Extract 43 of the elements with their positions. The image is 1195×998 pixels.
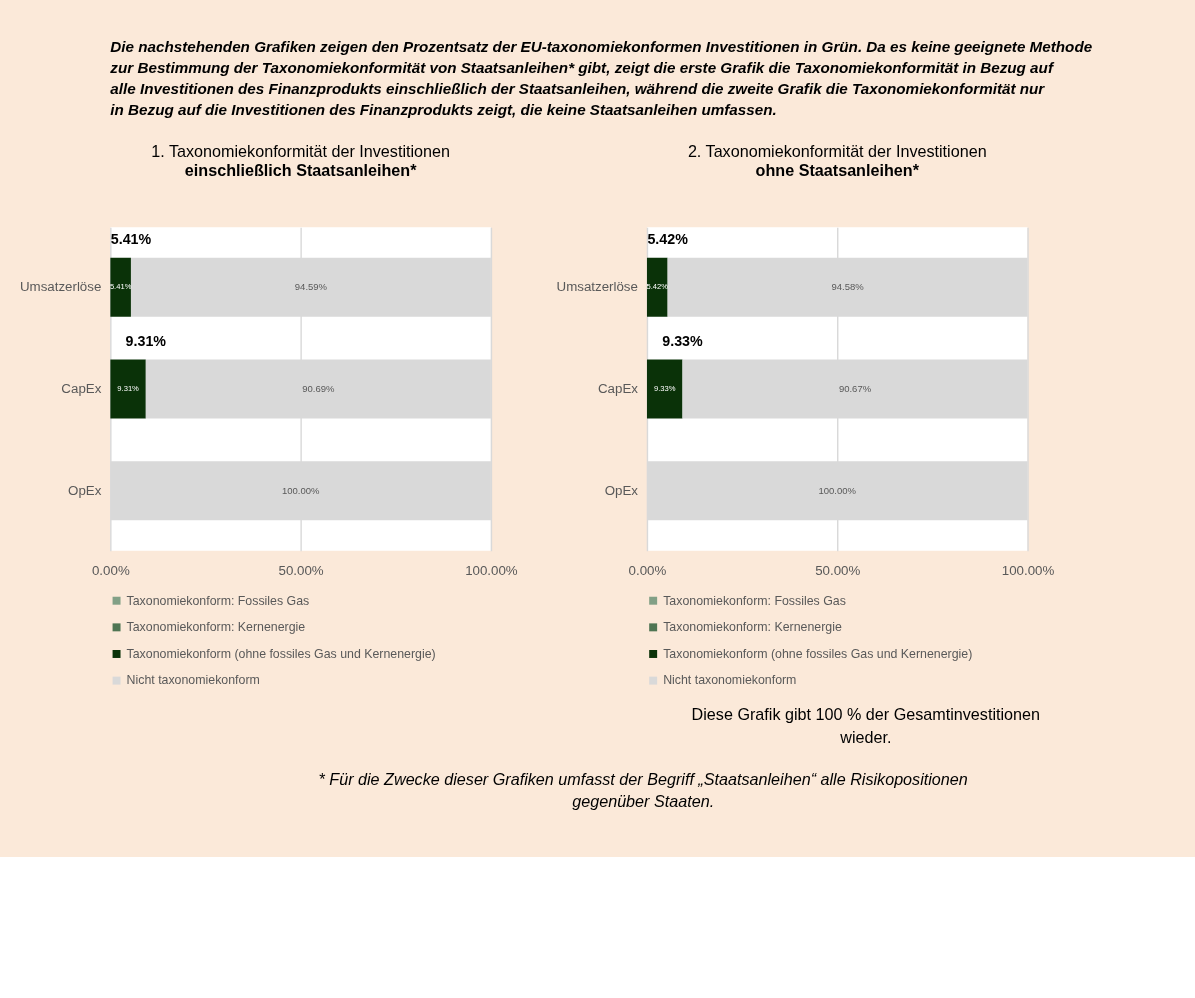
legend-label: Nicht taxonomiekonform	[126, 673, 260, 688]
y-tick-label: Umsatzerlöse	[19, 279, 102, 295]
x-tick-label: 100.00%	[1001, 563, 1055, 579]
bar	[646, 359, 683, 419]
chart-subtitle: ohne Staatsanleihen*	[755, 160, 920, 179]
x-tick-label: 50.00%	[815, 563, 861, 579]
chart-subtitle: einschließlich Staatsanleihen*	[184, 160, 418, 179]
data-label: 100.00%	[818, 484, 857, 496]
bar	[110, 359, 146, 419]
legend-label: Taxonomiekonform (ohne fossiles Gas und Kernenergie)	[126, 646, 436, 661]
legend-label: Taxonomiekonform: Fossiles Gas	[663, 593, 846, 608]
annotation: 5.42%	[647, 231, 689, 248]
annotation: 5.41%	[110, 231, 152, 248]
text: Die nachstehenden Grafiken zeigen den Prozentsatz der EU-taxonomiekonformen Investitionen in Grün. Da es keine geeignete Methode zur Bestimmung der Taxonomiekonformität von Staatsanleihen* gibt, zeigt die erste Grafik die Taxonomiekonformität in Bezug auf alle Investitionen des Finanzprodukts einschließlich der Staatsanleihen, während die zweite Grafik die Taxonomiekonformität nur in Bezug auf die Investitionen des Finanzprodukts zeigt, die keine Staatsanleihen umfassen.	[109, 38, 1093, 118]
text: Diese Grafik gibt 100 % der Gesamtinvestitionen wieder.	[691, 705, 1041, 746]
legend-label: Taxonomiekonform: Fossiles Gas	[126, 593, 310, 608]
legend-label: Taxonomiekonform (ohne fossiles Gas und Kernenergie)	[663, 646, 973, 661]
text: * Für die Zwecke dieser Grafiken umfasst der Begriff „Staatsanleihen“ alle Risikopositionen gegenüber Staaten.	[318, 769, 968, 811]
data-label: 94.59%	[294, 281, 328, 293]
annotation: 9.33%	[662, 333, 704, 350]
x-tick-label: 0.00%	[91, 563, 130, 579]
bar	[110, 257, 131, 317]
chart-title: 2. Taxonomiekonformität der Investitionen	[687, 141, 987, 160]
data-label: 94.58%	[831, 281, 865, 293]
data-label: 9.33%	[653, 383, 676, 393]
data-label: 90.69%	[302, 382, 336, 394]
y-tick-label: CapEx	[597, 380, 639, 396]
bar	[646, 257, 668, 317]
legend-label: Taxonomiekonform: Kernenergie	[663, 620, 842, 635]
legend-label: Nicht taxonomiekonform	[663, 673, 797, 688]
x-tick-label: 50.00%	[278, 563, 324, 579]
y-tick-label: OpEx	[68, 482, 102, 498]
chart-title: 1. Taxonomiekonformität der Investitionen	[151, 141, 451, 160]
x-tick-label: 0.00%	[628, 563, 667, 579]
x-tick-label: 100.00%	[465, 563, 518, 579]
data-label: 90.67%	[838, 382, 872, 394]
y-tick-label: Umsatzerlöse	[556, 279, 638, 295]
y-tick-label: CapEx	[61, 380, 102, 396]
annotation: 9.31%	[125, 333, 167, 350]
data-label: 9.31%	[117, 383, 140, 393]
y-tick-label: OpEx	[604, 482, 639, 498]
legend-label: Taxonomiekonform: Kernenergie	[126, 620, 306, 635]
data-label: 100.00%	[281, 484, 320, 496]
